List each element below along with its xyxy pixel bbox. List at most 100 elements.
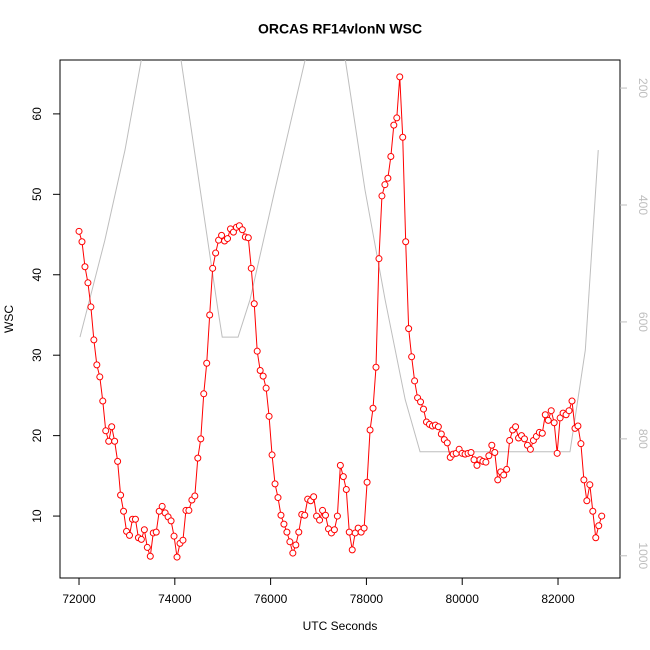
data-point — [247, 264, 255, 272]
data-point — [538, 429, 546, 437]
data-point — [179, 536, 187, 544]
data-point — [360, 524, 368, 532]
data-point — [253, 347, 261, 355]
y2-tick-label: 1000 — [636, 542, 650, 569]
data-point — [137, 535, 145, 543]
data-point — [405, 325, 413, 333]
data-point — [271, 480, 279, 488]
data-point — [191, 492, 199, 500]
data-point — [482, 458, 490, 466]
data-point — [583, 497, 591, 505]
data-point — [520, 435, 528, 443]
data-point — [526, 445, 534, 453]
data-point — [292, 541, 300, 549]
data-point — [390, 121, 398, 129]
data-point — [194, 454, 202, 462]
y-tick-label: 30 — [30, 348, 44, 362]
data-point — [396, 73, 404, 81]
data-point — [185, 506, 193, 514]
data-point — [203, 359, 211, 367]
data-point — [268, 451, 276, 459]
data-point — [78, 238, 86, 246]
data-point — [295, 528, 303, 536]
data-point — [339, 473, 347, 481]
data-point — [301, 511, 309, 519]
data-point — [589, 507, 597, 515]
data-point — [277, 511, 285, 519]
data-point — [238, 226, 246, 234]
data-point — [117, 491, 125, 499]
chart-title: ORCAS RF14vlonN WSC — [258, 21, 422, 37]
data-point — [485, 452, 493, 460]
data-point — [81, 263, 89, 271]
y-tick-label: 10 — [30, 509, 44, 523]
data-point — [265, 412, 273, 420]
data-point — [316, 516, 324, 524]
data-point — [595, 522, 603, 530]
data-point — [417, 398, 425, 406]
y-tick-label: 50 — [30, 187, 44, 201]
y-tick-label: 60 — [30, 107, 44, 121]
data-point — [348, 546, 356, 554]
data-point — [131, 515, 139, 523]
data-point — [280, 520, 288, 528]
data-point — [363, 478, 371, 486]
data-point — [146, 552, 154, 560]
y-tick-label: 40 — [30, 268, 44, 282]
data-point — [544, 416, 552, 424]
data-point — [336, 461, 344, 469]
data-point — [586, 481, 594, 489]
data-point — [503, 465, 511, 473]
data-point — [437, 430, 445, 438]
data-point — [93, 361, 101, 369]
y2-tick-label: 400 — [636, 195, 650, 215]
data-point — [322, 511, 330, 519]
data-point — [491, 449, 499, 457]
data-point — [488, 441, 496, 449]
series-line — [79, 60, 599, 453]
data-point — [173, 553, 181, 561]
data-point — [547, 407, 555, 415]
data-point — [206, 311, 214, 319]
y-tick-label: 20 — [30, 429, 44, 443]
data-point — [108, 423, 116, 431]
data-point — [250, 300, 258, 308]
data-point — [393, 114, 401, 122]
data-point — [366, 426, 374, 434]
x-tick-label: 72000 — [62, 592, 96, 606]
data-point — [470, 456, 478, 464]
data-point — [310, 493, 318, 501]
y2-tick-label: 800 — [636, 429, 650, 449]
data-point — [577, 440, 585, 448]
data-point — [375, 255, 383, 263]
data-point — [143, 543, 151, 551]
data-point — [420, 405, 428, 413]
data-point — [152, 528, 160, 536]
data-point — [126, 531, 134, 539]
data-point — [592, 534, 600, 542]
y2-tick-label: 200 — [636, 78, 650, 98]
data-point — [434, 423, 442, 431]
data-point — [443, 439, 451, 447]
data-point — [170, 532, 178, 540]
data-point — [467, 449, 475, 457]
data-point — [408, 353, 416, 361]
x-tick-label: 82000 — [541, 592, 575, 606]
data-point — [197, 435, 205, 443]
plot-box — [59, 59, 621, 579]
data-point — [111, 437, 119, 445]
x-tick-label: 78000 — [350, 592, 384, 606]
data-point — [598, 512, 606, 520]
data-point — [494, 476, 502, 484]
data-point — [333, 512, 341, 520]
data-point — [342, 486, 350, 494]
plot-area — [75, 60, 606, 561]
data-point — [200, 390, 208, 398]
data-point — [574, 422, 582, 430]
data-point — [378, 192, 386, 200]
data-point — [90, 336, 98, 344]
data-point — [102, 427, 110, 435]
data-point — [224, 235, 232, 243]
x-tick-label: 76000 — [254, 592, 288, 606]
